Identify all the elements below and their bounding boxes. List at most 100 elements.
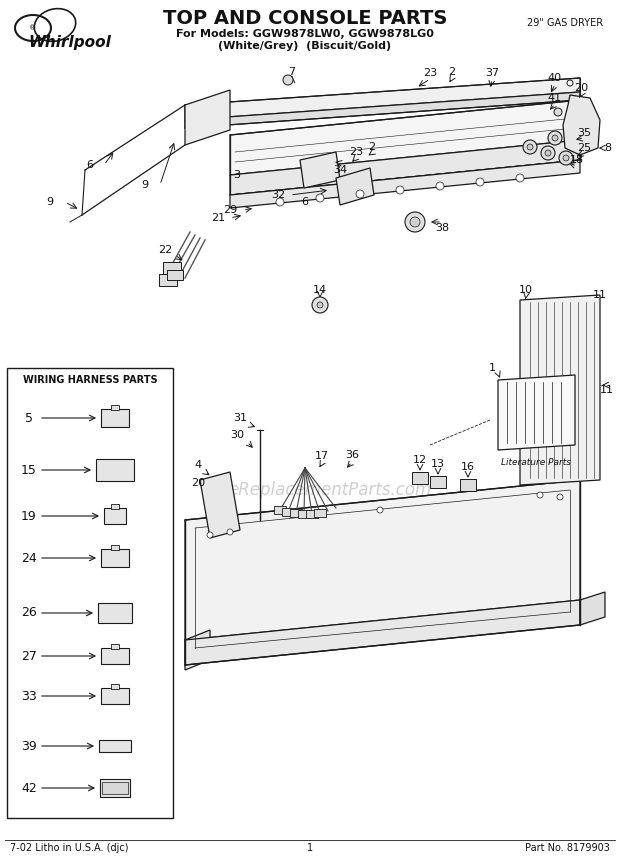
Bar xyxy=(100,779,130,797)
Circle shape xyxy=(567,80,573,86)
Circle shape xyxy=(545,150,551,156)
Text: 29" GAS DRYER: 29" GAS DRYER xyxy=(527,18,603,28)
Text: 23: 23 xyxy=(423,68,437,78)
Polygon shape xyxy=(200,472,240,538)
Text: 13: 13 xyxy=(431,459,445,469)
Text: 26: 26 xyxy=(21,607,37,620)
Text: 5: 5 xyxy=(25,412,33,425)
Bar xyxy=(167,270,183,280)
Text: 20: 20 xyxy=(191,478,205,488)
Text: 35: 35 xyxy=(577,128,591,138)
Text: 18: 18 xyxy=(570,155,584,165)
Bar xyxy=(96,459,134,481)
Polygon shape xyxy=(230,160,580,208)
Text: 41: 41 xyxy=(548,93,562,103)
Text: Whirlpool: Whirlpool xyxy=(29,34,112,50)
Text: 24: 24 xyxy=(21,551,37,564)
Text: 11: 11 xyxy=(593,290,607,300)
Text: 17: 17 xyxy=(315,451,329,461)
Circle shape xyxy=(436,182,444,190)
Polygon shape xyxy=(300,152,340,188)
Bar xyxy=(111,405,119,410)
Text: 7-02 Litho in U.S.A. (djc): 7-02 Litho in U.S.A. (djc) xyxy=(10,843,128,853)
Bar xyxy=(102,782,128,794)
Text: ®: ® xyxy=(29,25,37,31)
Bar xyxy=(111,644,119,649)
Bar xyxy=(101,549,129,567)
Bar xyxy=(101,688,129,704)
Circle shape xyxy=(541,146,555,160)
Text: 20: 20 xyxy=(574,83,588,93)
Text: 30: 30 xyxy=(230,430,244,440)
Text: 6: 6 xyxy=(87,160,94,170)
Circle shape xyxy=(207,532,213,538)
Circle shape xyxy=(396,186,404,194)
Circle shape xyxy=(554,108,562,116)
Polygon shape xyxy=(185,630,210,670)
Circle shape xyxy=(476,178,484,186)
Text: (White/Grey)  (Biscuit/Gold): (White/Grey) (Biscuit/Gold) xyxy=(218,41,392,51)
Bar xyxy=(314,509,326,517)
Text: 23: 23 xyxy=(349,147,363,157)
Text: 40: 40 xyxy=(548,73,562,83)
Bar xyxy=(430,476,446,488)
Text: 14: 14 xyxy=(313,285,327,295)
Polygon shape xyxy=(230,100,580,175)
Circle shape xyxy=(316,194,324,202)
Text: 10: 10 xyxy=(519,285,533,295)
Text: 29: 29 xyxy=(223,205,237,215)
Bar xyxy=(298,510,310,518)
Bar xyxy=(306,510,318,518)
Bar xyxy=(412,472,428,484)
Polygon shape xyxy=(520,295,600,485)
Text: WIRING HARNESS PARTS: WIRING HARNESS PARTS xyxy=(23,375,157,385)
Text: eReplacementParts.com: eReplacementParts.com xyxy=(228,481,432,499)
Polygon shape xyxy=(185,600,580,665)
Circle shape xyxy=(559,151,573,165)
Text: 36: 36 xyxy=(345,450,359,460)
Circle shape xyxy=(283,75,293,85)
Bar xyxy=(99,740,131,752)
Text: 1: 1 xyxy=(489,363,495,373)
Circle shape xyxy=(563,155,569,161)
Text: 34: 34 xyxy=(333,165,347,175)
Text: 21: 21 xyxy=(211,213,225,223)
Text: 7: 7 xyxy=(288,67,296,77)
Polygon shape xyxy=(185,90,230,145)
Polygon shape xyxy=(230,140,580,195)
Text: 32: 32 xyxy=(271,190,285,200)
Bar xyxy=(98,603,132,623)
Circle shape xyxy=(377,507,383,513)
Circle shape xyxy=(552,135,558,141)
Text: 12: 12 xyxy=(413,455,427,465)
Circle shape xyxy=(276,198,284,206)
Text: 19: 19 xyxy=(21,509,37,522)
Text: 3: 3 xyxy=(234,170,241,180)
FancyBboxPatch shape xyxy=(7,368,173,818)
Text: 33: 33 xyxy=(21,689,37,703)
Bar xyxy=(101,648,129,664)
Text: Part No. 8179903: Part No. 8179903 xyxy=(525,843,610,853)
Text: 25: 25 xyxy=(577,143,591,153)
Text: 31: 31 xyxy=(233,413,247,423)
Circle shape xyxy=(405,212,425,232)
Text: 37: 37 xyxy=(485,68,499,78)
Circle shape xyxy=(317,302,323,308)
Text: 27: 27 xyxy=(21,650,37,663)
Circle shape xyxy=(523,140,537,154)
Text: Literature Parts: Literature Parts xyxy=(501,457,571,467)
Bar xyxy=(274,506,286,514)
Text: 8: 8 xyxy=(604,143,611,153)
Bar xyxy=(111,684,119,689)
Text: 9: 9 xyxy=(141,180,149,190)
Text: 9: 9 xyxy=(46,197,53,207)
Text: 15: 15 xyxy=(21,463,37,477)
Circle shape xyxy=(537,492,543,498)
Bar xyxy=(282,508,294,516)
Circle shape xyxy=(516,174,524,182)
Text: 38: 38 xyxy=(435,223,449,233)
Circle shape xyxy=(312,297,328,313)
Text: 42: 42 xyxy=(21,782,37,794)
Polygon shape xyxy=(336,168,374,205)
Polygon shape xyxy=(580,592,605,625)
